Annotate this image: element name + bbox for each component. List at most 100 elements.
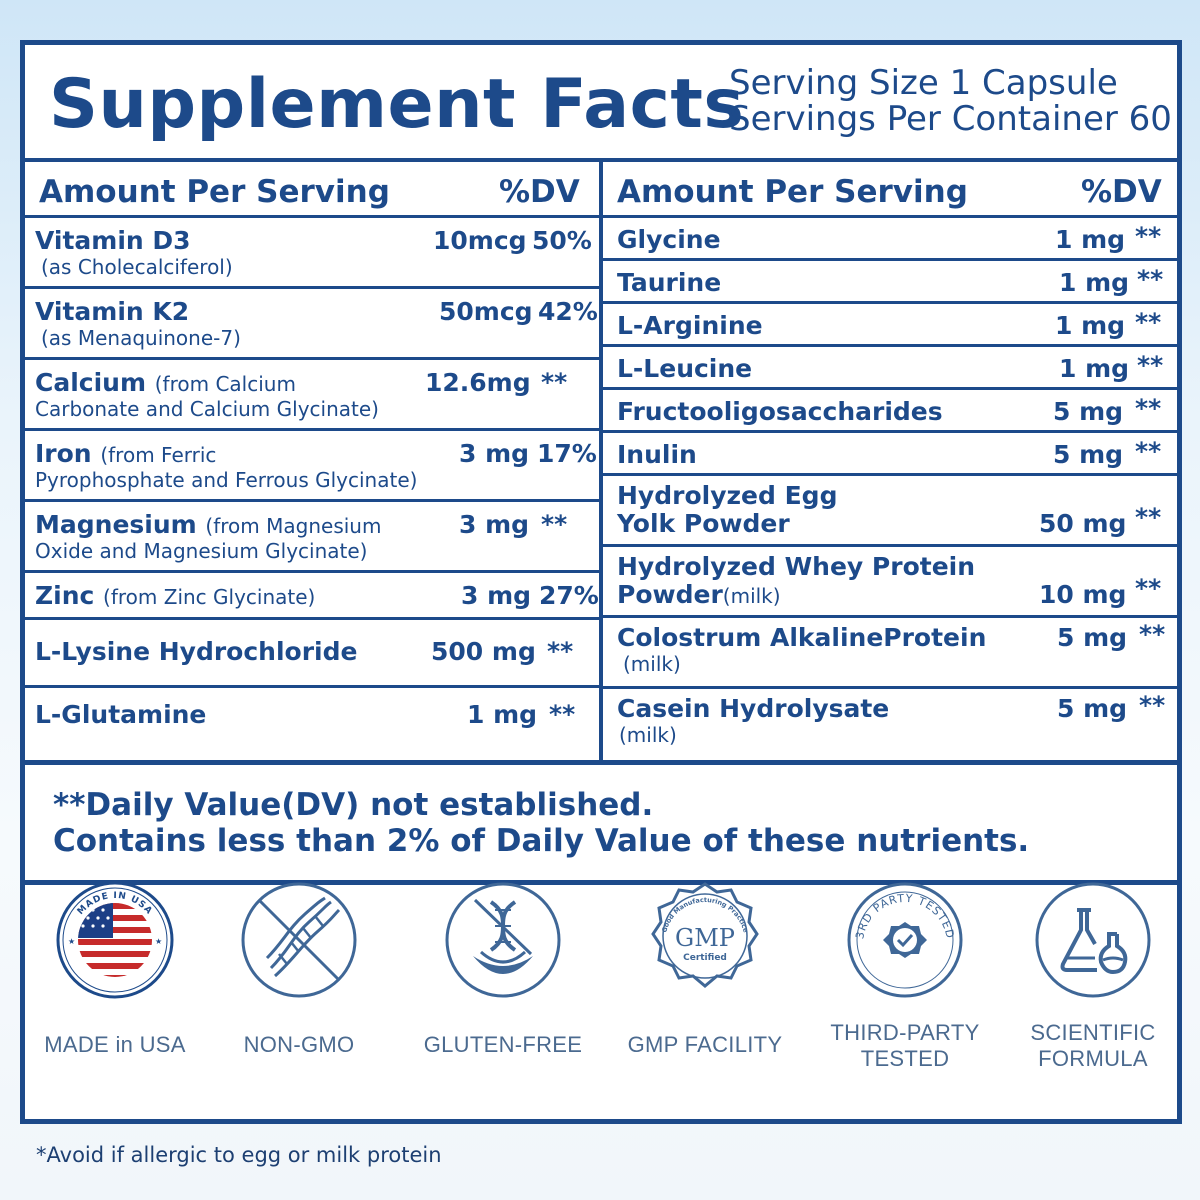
nutrient-dv: 17% — [537, 439, 597, 468]
nutrient-name: Zinc (from Zinc Glycinate) — [35, 582, 315, 611]
nutrient-table: Amount Per Serving %DV Vitamin D3 (as Ch… — [25, 162, 1182, 760]
nutrient-source: (from Magnesium — [205, 514, 382, 538]
nutrient-source: (from Calcium — [154, 372, 296, 396]
nutrient-amount: 10mcg — [433, 226, 527, 255]
nutrient-dv: ** — [1135, 222, 1162, 251]
nutrient-name: L-Lysine Hydrochloride — [35, 637, 358, 666]
nutrient-name: Casein Hydrolysate — [617, 694, 890, 723]
nutrient-name: Inulin — [617, 440, 697, 469]
nutrient-dv: 50% — [532, 226, 592, 255]
badge-label-line-1: THIRD-PARTY — [830, 1020, 980, 1045]
badge-label: GLUTEN-FREE — [423, 1032, 583, 1057]
column-divider — [599, 162, 603, 760]
dv-header: %DV — [1081, 174, 1162, 210]
table-row: Casein Hydrolysate (milk) 5 mg ** — [603, 689, 1182, 757]
dna-wheat-icon — [445, 882, 561, 998]
svg-text:★: ★ — [68, 937, 75, 946]
nutrient-amount: 3 mg — [461, 581, 532, 610]
nutrient-name: Colostrum AlkalineProtein — [617, 623, 987, 652]
nutrient-dv: ** — [1135, 437, 1162, 466]
nutrient-name-cont: Powder(milk) — [617, 581, 781, 610]
serving-info: Serving Size 1 Capsule Servings Per Cont… — [729, 65, 1172, 137]
nutrient-name-text: Zinc — [35, 581, 95, 610]
nutrient-amount: 5 mg — [1057, 694, 1128, 723]
right-column-header: Amount Per Serving %DV — [603, 162, 1182, 218]
nutrient-name: Fructooligosaccharides — [617, 397, 943, 426]
nutrient-source: (milk) — [623, 652, 681, 676]
amount-per-serving-header: Amount Per Serving — [39, 174, 390, 210]
serving-size: Serving Size 1 Capsule — [729, 63, 1118, 103]
nutrient-amount: 3 mg — [459, 510, 530, 539]
table-row: Vitamin K2 (as Menaquinone-7) 50mcg 42% — [25, 289, 599, 360]
nutrient-amount: 1 mg — [1059, 354, 1130, 383]
nutrient-source-cont: Pyrophosphate and Ferrous Glycinate) — [35, 468, 418, 492]
nutrient-dv: ** — [1139, 620, 1166, 649]
gmp-seal-icon: Good Manufacturing Practice GMP Certifie… — [651, 882, 759, 988]
nutrient-amount: 1 mg — [1055, 311, 1126, 340]
nutrient-source: (milk) — [619, 723, 677, 747]
nutrient-name: Vitamin K2 — [35, 297, 190, 326]
nutrient-dv: ** — [1135, 503, 1162, 532]
nutrient-amount: 3 mg — [459, 439, 530, 468]
table-row: L-Arginine 1 mg ** — [603, 304, 1182, 347]
nutrient-name: Iron (from Ferric — [35, 440, 216, 469]
table-row: Glycine 1 mg ** — [603, 218, 1182, 261]
nutrient-name: Taurine — [617, 268, 722, 297]
table-row: L-Lysine Hydrochloride 500 mg ** — [25, 620, 599, 688]
nutrient-name: Hydrolyzed Egg — [617, 481, 838, 510]
nutrient-name: Vitamin D3 — [35, 226, 191, 255]
table-row: Colostrum AlkalineProtein (milk) 5 mg ** — [603, 618, 1182, 689]
nutrient-amount: 1 mg — [1059, 268, 1130, 297]
nutrient-dv: ** — [1137, 351, 1164, 380]
svg-text:★: ★ — [155, 937, 162, 946]
nutrient-source: (as Cholecalciferol) — [41, 255, 233, 279]
table-row: Zinc (from Zinc Glycinate) 3 mg 27% — [25, 573, 599, 620]
badge-label: GMP FACILITY — [627, 1032, 783, 1057]
nutrient-name-text: Powder — [617, 580, 723, 609]
nutrient-name-cont: Yolk Powder — [617, 509, 790, 538]
table-row: Fructooligosaccharides 5 mg ** — [603, 390, 1182, 433]
third-party-tested-icon: 3RD PARTY TESTED — [847, 882, 963, 998]
nutrient-amount: 12.6mg — [425, 368, 531, 397]
crossed-dna-icon — [241, 882, 357, 998]
table-row: L-Leucine 1 mg ** — [603, 347, 1182, 390]
page-title: Supplement Facts — [49, 65, 745, 144]
nutrient-amount: 10 mg — [1039, 580, 1127, 609]
footnote-line-2: Contains less than 2% of Daily Value of … — [53, 823, 1030, 859]
nutrient-name: L-Arginine — [617, 311, 763, 340]
nutrient-source: (milk) — [722, 584, 781, 608]
seal-sub: Certified — [683, 953, 727, 963]
nutrient-name-text: Calcium — [35, 368, 147, 397]
right-column: Amount Per Serving %DV Glycine 1 mg ** T… — [603, 162, 1182, 760]
table-row: Inulin 5 mg ** — [603, 433, 1182, 476]
lab-flask-icon — [1035, 882, 1151, 998]
nutrient-source: (from Zinc Glycinate) — [103, 585, 316, 609]
nutrient-source-cont: Oxide and Magnesium Glycinate) — [35, 539, 368, 563]
facts-header: Supplement Facts Serving Size 1 Capsule … — [25, 45, 1177, 162]
badge-label: NON-GMO — [243, 1032, 355, 1057]
badge-label-line-2: FORMULA — [1038, 1046, 1148, 1071]
nutrient-dv: ** — [1135, 308, 1162, 337]
amount-per-serving-header: Amount Per Serving — [617, 174, 968, 210]
daily-value-footnote: **Daily Value(DV) not established. Conta… — [25, 760, 1177, 885]
nutrient-source: (as Menaquinone-7) — [41, 326, 241, 350]
nutrient-name: L-Leucine — [617, 354, 753, 383]
seal-text: GMP — [675, 924, 735, 952]
nutrient-name: L-Glutamine — [35, 700, 207, 729]
nutrient-amount: 50mcg — [439, 297, 533, 326]
table-row: L-Glutamine 1 mg ** — [25, 688, 599, 756]
table-row: Magnesium (from Magnesium Oxide and Magn… — [25, 502, 599, 573]
nutrient-amount: 1 mg — [467, 700, 538, 729]
nutrient-dv: ** — [1137, 265, 1164, 294]
nutrient-name: Glycine — [617, 225, 721, 254]
servings-per-container: Servings Per Container 60 — [729, 99, 1172, 139]
table-row: Hydrolyzed Egg Yolk Powder 50 mg ** — [603, 476, 1182, 547]
footnote-line-1: **Daily Value(DV) not established. — [53, 787, 654, 823]
nutrient-dv: ** — [547, 637, 574, 666]
nutrient-amount: 5 mg — [1053, 440, 1124, 469]
nutrient-amount: 5 mg — [1057, 623, 1128, 652]
badge-label-line-2: TESTED — [860, 1046, 950, 1071]
nutrient-amount: 50 mg — [1039, 509, 1127, 538]
table-row: Hydrolyzed Whey Protein Powder(milk) 10 … — [603, 547, 1182, 618]
nutrient-name: Magnesium (from Magnesium — [35, 511, 381, 540]
